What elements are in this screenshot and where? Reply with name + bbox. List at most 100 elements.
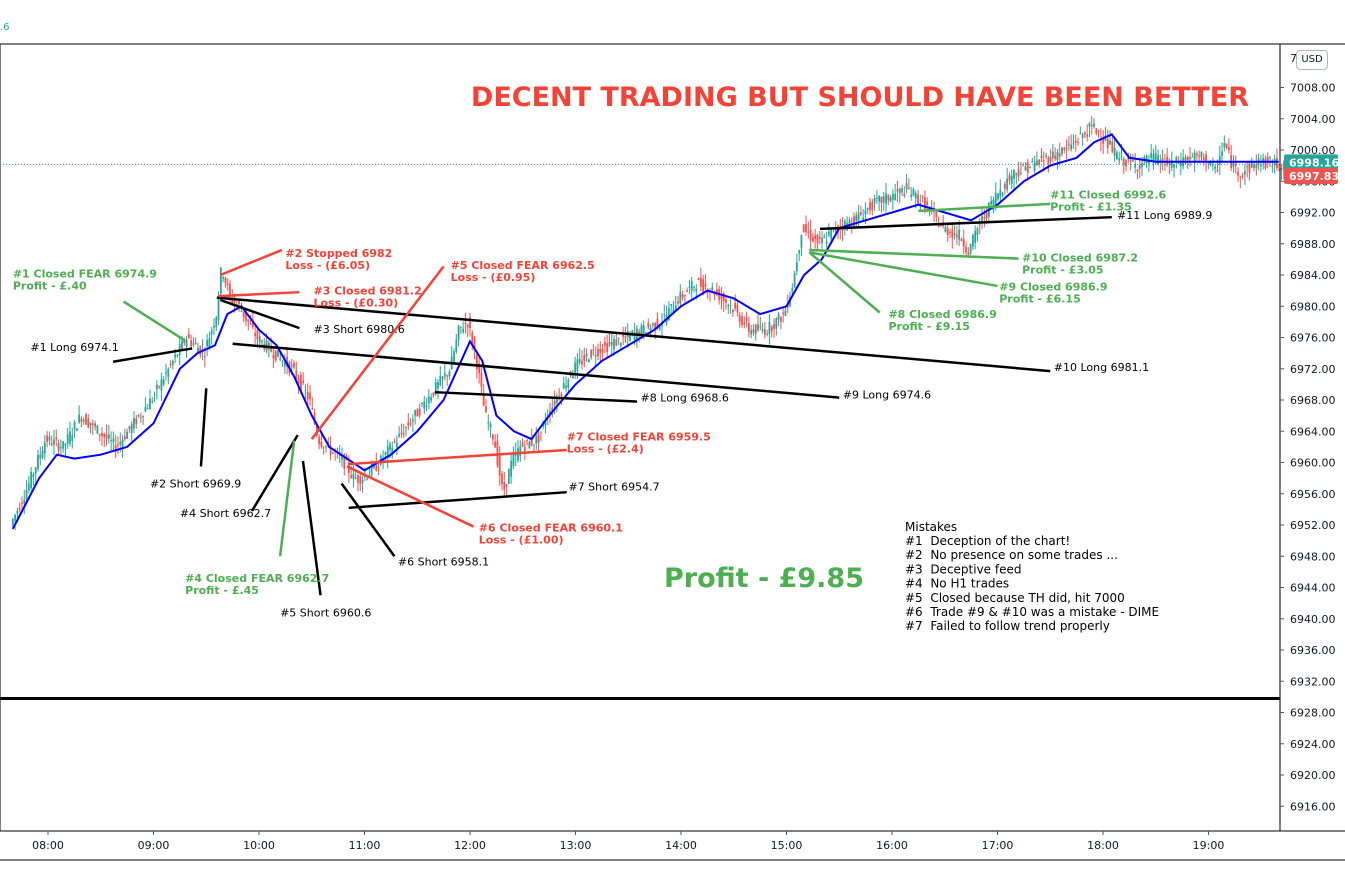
candle-body <box>322 447 325 449</box>
candle-body <box>656 318 659 328</box>
candle-body <box>361 480 364 483</box>
candle-body <box>523 446 526 452</box>
trade-line <box>199 388 208 467</box>
candle-body <box>702 279 705 293</box>
candle-body <box>469 317 471 328</box>
y-tick-label: 6972.00 <box>1290 363 1336 376</box>
candle-body <box>592 349 595 351</box>
candle-body <box>261 340 263 343</box>
candle-body <box>350 475 353 478</box>
candle-body <box>1253 163 1255 168</box>
candle-body <box>640 325 643 334</box>
candle-body <box>329 446 332 455</box>
candle-body <box>939 225 942 227</box>
candle-body <box>1157 155 1159 165</box>
candle-body <box>489 423 492 428</box>
trade-label: #4 Short 6962.7 <box>180 507 271 520</box>
candle-body <box>875 197 878 199</box>
candle-body <box>279 357 282 360</box>
candle-body <box>313 412 316 424</box>
candle-body <box>1049 157 1052 162</box>
y-tick-label: 6940.00 <box>1290 613 1336 626</box>
candle-body <box>647 322 650 328</box>
candle-body <box>245 311 247 321</box>
candle-body <box>1022 164 1025 166</box>
candle-body <box>1088 122 1091 127</box>
candle-body <box>677 301 679 304</box>
currency-badge[interactable]: USD <box>1296 50 1328 70</box>
candle-body <box>165 372 167 374</box>
candle-body <box>1161 158 1164 164</box>
candle-body <box>277 350 279 357</box>
candle-body <box>1079 133 1082 135</box>
profit-annotation-label: Profit - £6.15 <box>999 293 1080 306</box>
candle-body <box>1097 131 1100 133</box>
candle-body <box>951 229 954 238</box>
candle-body <box>434 382 437 394</box>
candle-body <box>258 336 261 343</box>
candle-body <box>814 235 817 240</box>
candle-body <box>123 436 126 440</box>
candle-body <box>855 215 858 221</box>
loss-annotation-line <box>310 265 445 440</box>
candle-body <box>505 484 508 487</box>
candle-body <box>674 305 677 312</box>
chart-title: DECENT TRADING BUT SHOULD HAVE BEEN BETT… <box>471 82 1249 113</box>
candle-body <box>779 317 782 322</box>
candle-body <box>23 500 26 504</box>
candle-body <box>530 438 533 446</box>
candle-body <box>608 342 611 345</box>
candle-body <box>414 409 417 416</box>
candle-body <box>960 238 963 241</box>
candle-body <box>535 436 538 444</box>
trade-line <box>112 347 193 363</box>
candle-body <box>821 238 823 244</box>
candle-body <box>174 354 177 358</box>
x-tick-label: 13:00 <box>560 839 592 852</box>
candle-body <box>1271 166 1274 168</box>
candle-body <box>1248 163 1251 173</box>
candle-body <box>64 443 67 446</box>
candle-body <box>775 318 778 329</box>
candle-body <box>14 514 17 521</box>
candle-body <box>1186 157 1189 163</box>
candle-body <box>649 327 652 331</box>
candle-body <box>798 249 801 254</box>
candle-body <box>1202 157 1205 161</box>
candle-body <box>71 435 74 441</box>
candle-body <box>706 292 709 294</box>
candle-body <box>976 228 979 235</box>
candle-body <box>1200 151 1203 158</box>
candle-body <box>1106 138 1109 148</box>
candle-body <box>834 228 837 232</box>
candle-body <box>1077 141 1079 143</box>
candle-body <box>800 235 803 248</box>
candle-body <box>537 434 540 443</box>
candle-body <box>759 326 762 328</box>
candle-body <box>1017 169 1020 177</box>
candle-body <box>766 333 769 335</box>
candle-body <box>226 283 229 286</box>
candle-body <box>87 418 90 428</box>
candle-body <box>1093 123 1095 127</box>
candle-body <box>162 379 165 385</box>
candle-body <box>802 224 805 232</box>
candle-body <box>720 295 723 299</box>
candle-body <box>25 490 28 500</box>
candle-body <box>672 309 675 313</box>
candle-body <box>686 290 689 292</box>
candle-body <box>1072 142 1075 144</box>
candle-body <box>795 262 798 272</box>
candle-body <box>1218 156 1221 165</box>
candle-body <box>82 419 85 422</box>
candle-body <box>695 288 698 291</box>
candle-body <box>631 330 634 334</box>
trade-label: #10 Long 6981.1 <box>1054 361 1149 374</box>
candle-body <box>1184 157 1187 161</box>
x-tick-label: 08:00 <box>32 839 64 852</box>
y-tick-label: 6984.00 <box>1290 269 1336 282</box>
trade-label: #11 Long 6989.9 <box>1117 209 1212 222</box>
candle-body <box>526 439 529 441</box>
candle-body <box>1234 163 1237 166</box>
